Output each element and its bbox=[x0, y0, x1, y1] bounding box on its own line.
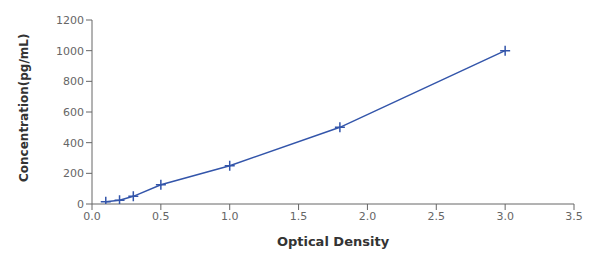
svg-text:3.5: 3.5 bbox=[565, 210, 583, 223]
svg-text:800: 800 bbox=[63, 75, 84, 88]
svg-text:0.5: 0.5 bbox=[152, 210, 170, 223]
svg-text:1.5: 1.5 bbox=[290, 210, 308, 223]
svg-text:0.0: 0.0 bbox=[83, 210, 101, 223]
svg-text:400: 400 bbox=[63, 137, 84, 150]
svg-text:0: 0 bbox=[77, 198, 84, 211]
svg-text:1200: 1200 bbox=[56, 14, 84, 27]
svg-text:1.0: 1.0 bbox=[221, 210, 239, 223]
svg-text:2.5: 2.5 bbox=[428, 210, 446, 223]
svg-text:200: 200 bbox=[63, 167, 84, 180]
svg-text:600: 600 bbox=[63, 106, 84, 119]
svg-text:1000: 1000 bbox=[56, 45, 84, 58]
svg-text:2.0: 2.0 bbox=[359, 210, 377, 223]
svg-text:3.0: 3.0 bbox=[496, 210, 514, 223]
svg-text:Concentration(pg/mL): Concentration(pg/mL) bbox=[17, 34, 31, 182]
svg-text:Optical Density: Optical Density bbox=[277, 234, 390, 249]
